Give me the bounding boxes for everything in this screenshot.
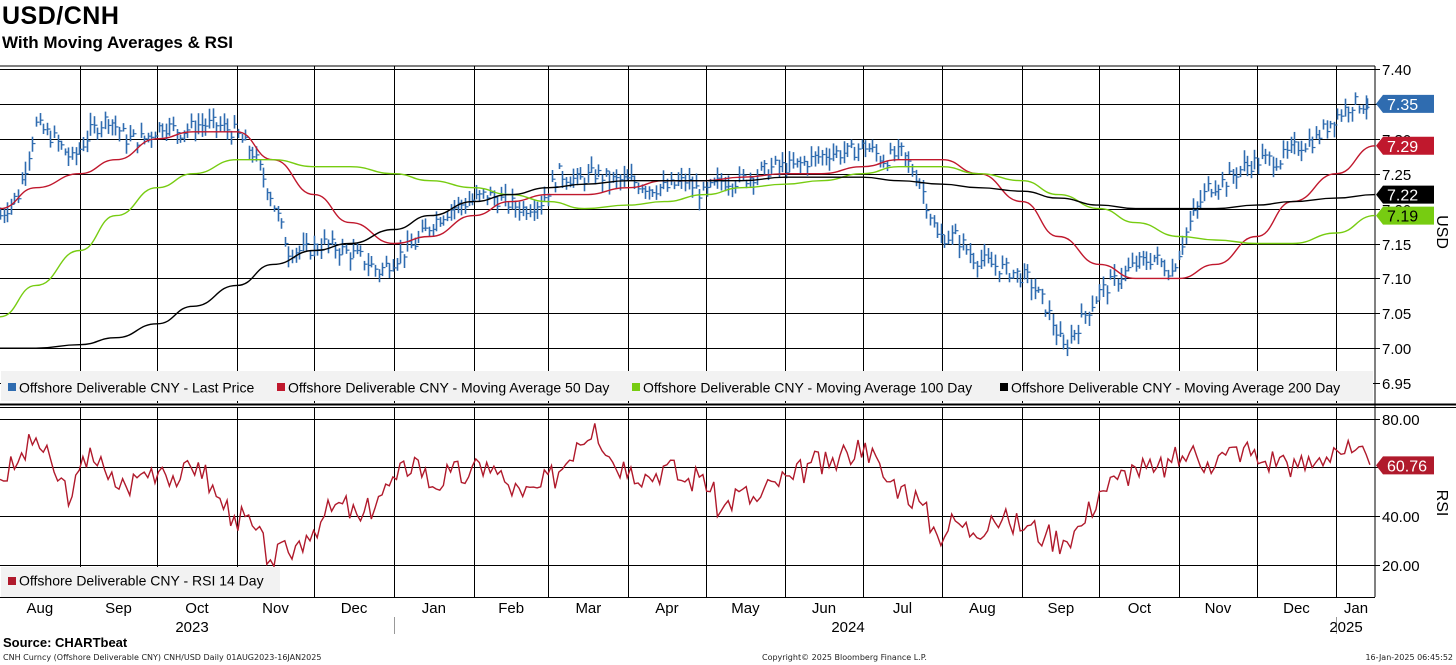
rsi-last-value-tag bbox=[1376, 456, 1434, 475]
rsi-14-day-line bbox=[0, 423, 1371, 569]
year-label-2024: 2024 bbox=[831, 619, 864, 636]
rsi-panel-grid bbox=[0, 408, 1375, 598]
last-value-tag-label: 7.19 bbox=[1387, 209, 1418, 226]
month-label-aug: Aug bbox=[969, 600, 996, 617]
last-value-tag bbox=[1376, 94, 1434, 113]
month-label-sep: Sep bbox=[1048, 600, 1075, 617]
price-y-tick-label: 7.05 bbox=[1382, 306, 1411, 323]
month-label-dec: Dec bbox=[341, 600, 368, 617]
year-label-2023: 2023 bbox=[175, 619, 208, 636]
legend-swatch-offshore-deliverable-cny-moving-average-200-day bbox=[1000, 383, 1008, 391]
chart-subtitle: With Moving Averages & RSI bbox=[2, 33, 233, 52]
month-label-dec: Dec bbox=[1283, 600, 1310, 617]
moving-average-lines bbox=[0, 131, 1376, 349]
legend-swatch-offshore-deliverable-cny-moving-average-50-day bbox=[277, 383, 285, 391]
legend-label-rsi: Offshore Deliverable CNY - RSI 14 Day bbox=[19, 573, 264, 589]
legend-swatch-rsi bbox=[8, 577, 16, 585]
legend-label-offshore-deliverable-cny-moving-average-50-day: Offshore Deliverable CNY - Moving Averag… bbox=[288, 380, 609, 396]
price-y-tick-label: 7.00 bbox=[1382, 341, 1411, 358]
security-description: CNH Curncy (Offshore Deliverable CNY) CN… bbox=[3, 653, 322, 662]
legend-swatch-offshore-deliverable-cny-last-price bbox=[8, 383, 16, 391]
month-label-jun: Jun bbox=[812, 600, 836, 617]
offshore-deliverable-cny-moving-average-200-day-line bbox=[0, 176, 1376, 349]
month-label-oct: Oct bbox=[1128, 600, 1152, 617]
month-label-aug: Aug bbox=[27, 600, 54, 617]
last-value-tag-label: 7.22 bbox=[1387, 188, 1418, 205]
month-label-nov: Nov bbox=[1205, 600, 1232, 617]
month-label-nov: Nov bbox=[262, 600, 289, 617]
last-value-tag-label: 7.29 bbox=[1387, 139, 1418, 156]
legend-label-offshore-deliverable-cny-last-price: Offshore Deliverable CNY - Last Price bbox=[19, 380, 254, 396]
price-legend-box bbox=[1, 371, 1373, 401]
price-y-tick-label: 7.10 bbox=[1382, 271, 1411, 288]
month-label-oct: Oct bbox=[185, 600, 209, 617]
legends: Offshore Deliverable CNY - Last Price Off… bbox=[1, 371, 1373, 597]
price-y-tick-label: 7.25 bbox=[1382, 167, 1411, 184]
price-y-axis-label: USD bbox=[1433, 215, 1450, 249]
offshore-deliverable-cny-moving-average-50-day-line bbox=[0, 131, 1376, 280]
rsi-y-axis-label: RSI bbox=[1433, 490, 1450, 517]
month-label-feb: Feb bbox=[498, 600, 524, 617]
month-label-apr: Apr bbox=[655, 600, 678, 617]
rsi-y-tick-label: 40.00 bbox=[1382, 509, 1420, 526]
rsi-line-group bbox=[0, 423, 1371, 569]
price-y-tick-label: 7.15 bbox=[1382, 237, 1411, 254]
price-y-tick-label: 7.40 bbox=[1382, 62, 1411, 79]
last-value-tags: 7.35 7.29 7.22 7.19 60.76 bbox=[1376, 94, 1434, 475]
price-panel-grid bbox=[0, 65, 1456, 597]
legend-swatch-offshore-deliverable-cny-moving-average-100-day bbox=[632, 383, 640, 391]
month-label-jan: Jan bbox=[1344, 600, 1368, 617]
month-label-sep: Sep bbox=[105, 600, 132, 617]
rsi-y-tick-label: 20.00 bbox=[1382, 558, 1420, 575]
copyright-note: Copyright© 2025 Bloomberg Finance L.P. bbox=[762, 653, 927, 662]
month-label-jan: Jan bbox=[422, 600, 446, 617]
month-label-jul: Jul bbox=[893, 600, 912, 617]
rsi-y-tick-label: 80.00 bbox=[1382, 412, 1420, 429]
last-value-tag bbox=[1376, 206, 1434, 225]
rsi-last-value-tag-label: 60.76 bbox=[1387, 458, 1427, 475]
price-y-tick-label: 6.95 bbox=[1382, 376, 1411, 393]
legend-label-offshore-deliverable-cny-moving-average-100-day: Offshore Deliverable CNY - Moving Averag… bbox=[643, 380, 972, 396]
last-value-tag-label: 7.35 bbox=[1387, 97, 1418, 114]
year-label-2025: 2025 bbox=[1329, 619, 1362, 636]
offshore-deliverable-cny-moving-average-100-day-line bbox=[0, 159, 1376, 318]
chart-title: USD/CNH bbox=[2, 2, 120, 30]
last-value-tag bbox=[1376, 136, 1434, 155]
rsi-legend-box bbox=[1, 567, 280, 597]
month-label-mar: Mar bbox=[575, 600, 601, 617]
last-value-tag bbox=[1376, 185, 1434, 204]
x-axis: Aug Sep Oct Nov Dec Jan Feb Mar Apr May Jun Jul Aug S… bbox=[27, 600, 1369, 636]
source-note: Source: CHARTbeat bbox=[3, 635, 128, 650]
month-label-may: May bbox=[731, 600, 760, 617]
timestamp: 16-Jan-2025 06:45:52 bbox=[1365, 653, 1453, 662]
legend-label-offshore-deliverable-cny-moving-average-200-day: Offshore Deliverable CNY - Moving Averag… bbox=[1011, 380, 1340, 396]
